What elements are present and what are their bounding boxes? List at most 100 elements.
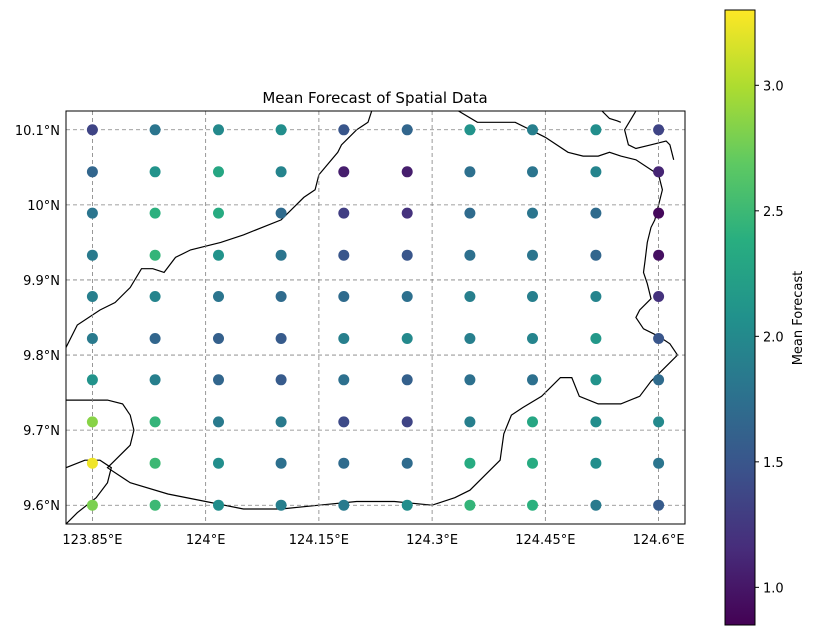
colorbar-tick-label: 2.5: [763, 205, 784, 220]
data-point: [527, 333, 538, 344]
x-tick-labels: 123.85°E 124°E 124.15°E 124.3°E 124.45°E 124.…: [62, 533, 684, 548]
data-point: [213, 416, 224, 428]
colorbar-label: Mean Forecast: [791, 271, 806, 366]
data-point: [86, 416, 98, 428]
data-point: [527, 249, 538, 261]
coastline: [66, 459, 112, 524]
data-point: [86, 457, 98, 469]
data-point: [86, 374, 98, 386]
y-tick-label: 10°N: [27, 199, 60, 214]
data-point: [275, 166, 287, 178]
data-point: [213, 166, 224, 178]
data-point: [464, 374, 476, 386]
data-point: [653, 416, 665, 428]
data-point: [401, 374, 413, 386]
coastline: [601, 111, 622, 123]
data-point: [213, 499, 224, 511]
y-tick-label: 9.9°N: [23, 274, 60, 289]
data-point: [275, 207, 287, 219]
data-point: [653, 499, 665, 511]
data-point: [527, 457, 538, 469]
data-point: [527, 124, 538, 136]
data-point: [149, 374, 161, 386]
data-point: [213, 374, 224, 386]
data-point: [338, 333, 350, 344]
data-point: [401, 207, 413, 219]
data-point: [338, 374, 350, 386]
data-point: [213, 207, 224, 219]
plot-frame: [65, 110, 686, 525]
x-tick-label: 124°E: [186, 533, 226, 548]
y-tick-label: 10.1°N: [15, 124, 60, 139]
data-point: [590, 207, 602, 219]
data-point: [86, 166, 98, 178]
x-tick-label: 124.45°E: [515, 533, 575, 548]
data-point: [275, 374, 287, 386]
data-point: [275, 249, 287, 261]
data-point: [527, 416, 538, 428]
data-point: [401, 333, 413, 344]
data-point: [86, 124, 98, 136]
data-point: [338, 249, 350, 261]
data-point: [464, 291, 476, 302]
data-point: [590, 291, 602, 302]
data-point: [86, 333, 98, 344]
colorbar-tick-label: 3.0: [763, 79, 784, 94]
data-point: [213, 249, 224, 261]
data-point: [590, 416, 602, 428]
data-point: [653, 166, 665, 178]
data-point: [338, 124, 350, 136]
data-point: [653, 457, 665, 469]
data-point: [275, 291, 287, 302]
data-point: [338, 207, 350, 219]
data-point: [86, 207, 98, 219]
x-tick-label: 124.3°E: [406, 533, 458, 548]
colorbar-tick-label: 2.0: [763, 330, 784, 345]
data-point: [464, 124, 476, 136]
data-point: [590, 499, 602, 511]
data-point: [464, 416, 476, 428]
data-point: [149, 249, 161, 261]
data-point: [338, 416, 350, 428]
colorbar-ticks: 1.0 1.5 2.0 2.5 3.0: [755, 79, 784, 596]
coastline: [66, 111, 373, 348]
data-point: [401, 416, 413, 428]
data-point: [590, 457, 602, 469]
data-point: [590, 374, 602, 386]
data-point: [464, 333, 476, 344]
data-point: [275, 457, 287, 469]
colorbar-tick-label: 1.0: [763, 581, 784, 596]
data-point: [149, 291, 161, 302]
data-point: [590, 166, 602, 178]
data-point: [149, 499, 161, 511]
data-point: [213, 333, 224, 344]
colorbar: [724, 9, 756, 626]
data-point: [653, 374, 665, 386]
data-point: [213, 291, 224, 302]
data-point: [590, 333, 602, 344]
data-point: [338, 166, 350, 178]
data-point: [275, 416, 287, 428]
data-point: [464, 166, 476, 178]
data-point: [401, 457, 413, 469]
data-point: [149, 166, 161, 178]
data-point: [590, 124, 602, 136]
data-point: [653, 333, 665, 344]
data-point: [464, 207, 476, 219]
coastline: [623, 111, 675, 160]
data-point: [527, 207, 538, 219]
data-point: [149, 457, 161, 469]
data-point: [149, 207, 161, 219]
data-point: [590, 249, 602, 261]
data-point: [213, 124, 224, 136]
data-point: [653, 249, 665, 261]
data-point: [275, 499, 287, 511]
y-tick-label: 9.6°N: [23, 499, 60, 514]
chart-title: Mean Forecast of Spatial Data: [262, 89, 487, 107]
data-point: [527, 291, 538, 302]
data-point: [527, 166, 538, 178]
data-points: [86, 124, 665, 511]
data-point: [527, 374, 538, 386]
data-point: [653, 124, 665, 136]
